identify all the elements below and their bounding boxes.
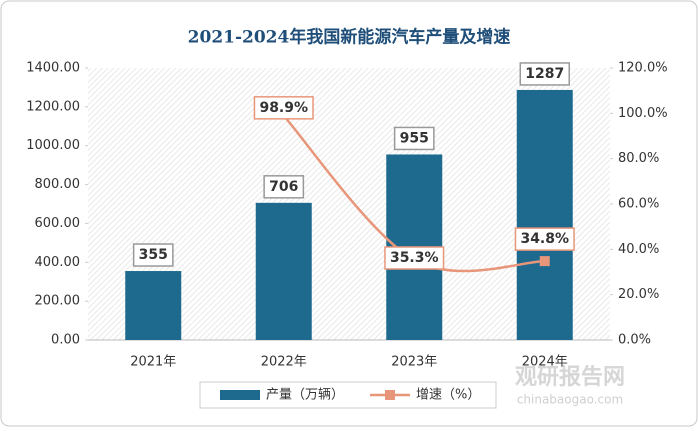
watermark: chinabaogao.com xyxy=(517,393,623,407)
y-tick-label: 800.00 xyxy=(35,177,81,192)
legend-swatch xyxy=(220,390,260,400)
bar xyxy=(516,89,573,340)
watermark: 观研报告网 xyxy=(515,365,625,390)
y-tick-label: 1400.00 xyxy=(26,61,80,76)
bar xyxy=(255,202,312,340)
y2-tick-label: 120.0% xyxy=(618,61,668,76)
bar xyxy=(125,271,182,340)
y2-tick-label: 0.0% xyxy=(618,333,651,348)
label-box xyxy=(253,96,314,120)
y-tick-label: 400.00 xyxy=(35,255,81,270)
x-tick-label: 2022年 xyxy=(261,355,307,370)
bar-value-label: 706 xyxy=(269,179,298,195)
y-tick-label: 1000.00 xyxy=(26,138,80,153)
y2-tick-label: 60.0% xyxy=(618,197,659,212)
y2-tick-label: 40.0% xyxy=(618,242,659,257)
bar-value-label: 955 xyxy=(400,130,429,146)
x-tick-label: 2023年 xyxy=(391,355,437,370)
y-tick-label: 600.00 xyxy=(35,216,81,231)
line-value-label: 34.8% xyxy=(520,231,569,247)
y2-tick-label: 20.0% xyxy=(618,287,659,302)
label-box xyxy=(519,62,570,86)
y-tick-label: 200.00 xyxy=(35,294,81,309)
line-marker xyxy=(539,256,550,267)
y-tick-label: 1200.00 xyxy=(26,99,80,114)
chart-title: 2021-2024年我国新能源汽车产量及增速 xyxy=(188,27,511,48)
legend-swatch xyxy=(385,390,395,400)
label-box xyxy=(132,243,174,267)
y-tick-label: 0.00 xyxy=(51,333,80,348)
label-box xyxy=(384,246,445,270)
bar-value-label: 1287 xyxy=(525,66,564,82)
label-box xyxy=(514,227,575,251)
x-tick-label: 2021年 xyxy=(130,355,176,370)
y2-tick-label: 100.0% xyxy=(618,106,668,121)
legend-label: 增速（%） xyxy=(416,388,480,403)
label-box xyxy=(393,126,435,151)
legend-label: 产量（万辆） xyxy=(266,388,344,403)
label-box xyxy=(263,175,305,199)
line-value-label: 35.3% xyxy=(390,250,439,266)
bar-value-label: 355 xyxy=(139,247,168,263)
x-tick-label: 2024年 xyxy=(522,355,568,370)
line-value-label: 98.9% xyxy=(259,100,308,116)
y2-tick-label: 80.0% xyxy=(618,151,659,166)
